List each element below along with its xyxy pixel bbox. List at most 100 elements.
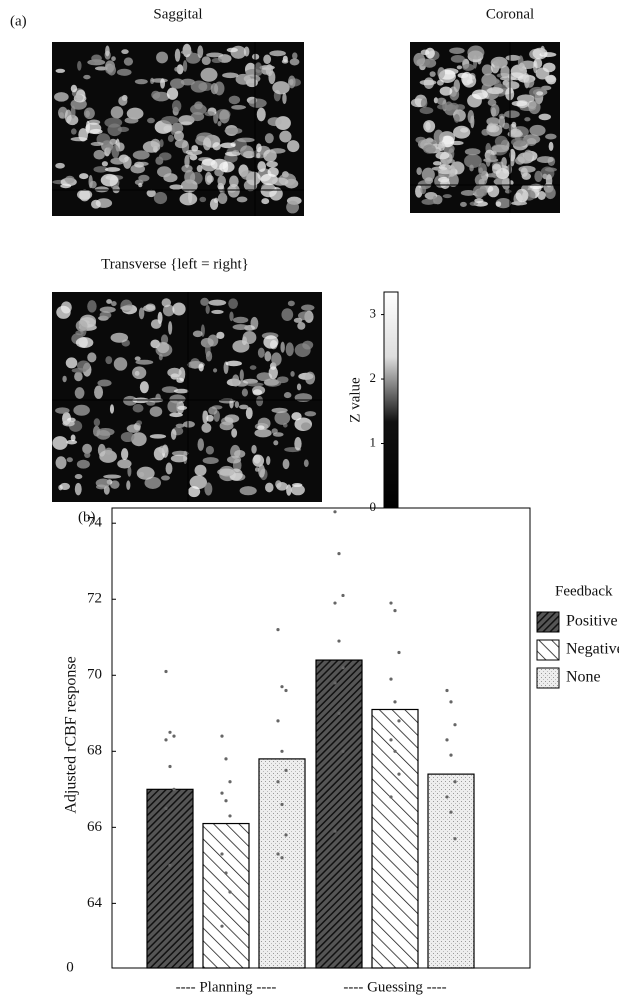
brain-blob	[138, 175, 149, 182]
y-tick-label: 74	[87, 515, 103, 531]
data-point	[341, 594, 344, 597]
brain-blob	[229, 311, 233, 321]
brain-blob	[240, 369, 244, 381]
brain-blob	[257, 161, 266, 172]
brain-blob	[437, 98, 447, 105]
brain-blob	[160, 139, 164, 147]
data-point	[172, 788, 175, 791]
brain-blob	[448, 165, 455, 177]
brain-blob	[105, 448, 112, 455]
brain-blob	[79, 189, 90, 201]
brain-blob	[496, 201, 502, 206]
brain-blob	[217, 468, 234, 475]
figure: (a) Saggital Coronal Transverse {left = …	[0, 0, 619, 998]
bar	[259, 759, 305, 968]
colorbar-tick-label: 2	[370, 370, 377, 385]
brain-blob	[184, 155, 189, 168]
brain-blob	[462, 64, 474, 71]
bar	[203, 824, 249, 968]
brain-blob	[118, 96, 127, 106]
brain-blob	[246, 407, 253, 419]
brain-blob	[487, 87, 503, 94]
brain-blob	[212, 142, 220, 150]
brain-blob	[534, 171, 542, 182]
brain-blob	[161, 116, 179, 124]
brain-blob	[232, 374, 239, 386]
brain-blob	[138, 162, 149, 166]
brain-blob	[255, 467, 259, 472]
brain-blob	[91, 55, 102, 63]
data-point	[393, 700, 396, 703]
brain-blob	[79, 173, 88, 179]
brain-blob	[222, 73, 238, 79]
brain-blob	[180, 121, 192, 125]
brain-blob	[206, 446, 214, 455]
brain-blob	[96, 479, 111, 488]
data-point	[389, 677, 392, 680]
brain-blob	[420, 80, 437, 85]
brain-blob	[124, 57, 133, 65]
brain-blob	[94, 150, 105, 160]
brain-blob	[482, 77, 499, 85]
data-point	[224, 799, 227, 802]
brain-blob	[449, 47, 464, 53]
brain-blob	[516, 189, 529, 203]
figure-svg: (a) Saggital Coronal Transverse {left = …	[0, 0, 619, 998]
brain-blob	[290, 371, 294, 377]
data-point	[341, 666, 344, 669]
brain-blob	[468, 110, 475, 123]
brain-blob	[280, 342, 284, 353]
data-point	[220, 925, 223, 928]
brain-blob	[101, 174, 118, 187]
brain-blob	[151, 319, 162, 329]
data-point	[168, 731, 171, 734]
brain-blob	[84, 108, 95, 120]
brain-blob	[433, 161, 441, 165]
y-tick-label: 70	[87, 667, 102, 683]
brain-blob	[111, 145, 119, 158]
brain-blob	[226, 361, 242, 367]
brain-blob	[126, 480, 130, 490]
brain-blob	[281, 308, 293, 321]
brain-blob	[84, 452, 90, 458]
view-title: Coronal	[486, 6, 534, 22]
legend-label: Negative	[566, 641, 619, 658]
brain-blob	[250, 365, 257, 370]
brain-blob	[217, 176, 225, 187]
brain-blob	[523, 73, 530, 82]
brain-blob	[454, 114, 460, 123]
legend-label: Positive	[566, 613, 618, 630]
brain-blob	[486, 117, 499, 126]
colorbar-tick-label: 3	[370, 306, 377, 321]
brain-blob	[478, 163, 487, 176]
brain-blob	[264, 351, 271, 361]
brain-blob	[202, 159, 215, 166]
brain-blob	[125, 117, 139, 123]
brain-blob	[56, 306, 70, 319]
brain-blob	[288, 76, 296, 89]
brain-blob	[249, 98, 267, 107]
brain-blob	[268, 167, 279, 177]
brain-blob	[443, 194, 452, 198]
brain-blob	[76, 337, 93, 348]
brain-blob	[168, 321, 172, 335]
brain-blob	[167, 88, 178, 100]
brain-blob	[75, 483, 82, 496]
brain-blob	[201, 68, 218, 82]
brain-blob	[90, 181, 97, 189]
brain-blob	[240, 486, 257, 495]
brain-blob	[52, 436, 67, 450]
brain-blob	[265, 483, 274, 493]
brain-blob	[161, 475, 170, 480]
brain-blob	[487, 185, 499, 197]
brain-blob	[94, 418, 100, 426]
brain-blob	[146, 303, 156, 310]
brain-blob	[166, 462, 173, 474]
brain-blob	[537, 191, 545, 200]
brain-blob	[175, 49, 181, 62]
brain-blob	[244, 74, 261, 83]
data-point	[445, 795, 448, 798]
data-point	[284, 769, 287, 772]
brain-blob	[266, 456, 270, 465]
brain-blob	[167, 368, 181, 378]
